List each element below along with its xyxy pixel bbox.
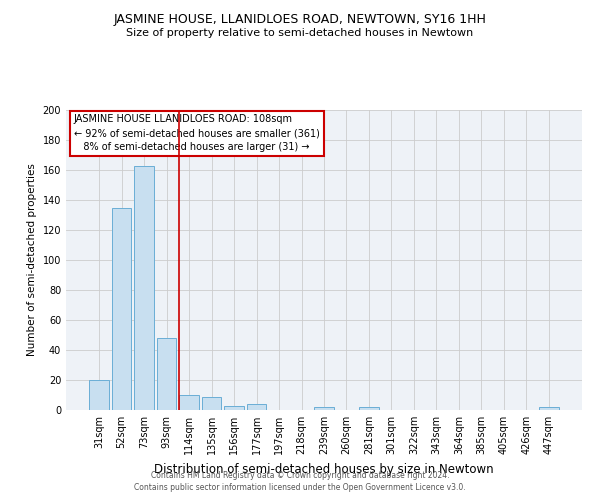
X-axis label: Distribution of semi-detached houses by size in Newtown: Distribution of semi-detached houses by …: [154, 462, 494, 475]
Text: Contains public sector information licensed under the Open Government Licence v3: Contains public sector information licen…: [134, 484, 466, 492]
Bar: [157, 338, 176, 410]
Bar: [179, 395, 199, 410]
Bar: [202, 396, 221, 410]
Bar: [539, 407, 559, 410]
Bar: [112, 208, 131, 410]
Text: Contains HM Land Registry data © Crown copyright and database right 2024.: Contains HM Land Registry data © Crown c…: [151, 471, 449, 480]
Text: JASMINE HOUSE, LLANIDLOES ROAD, NEWTOWN, SY16 1HH: JASMINE HOUSE, LLANIDLOES ROAD, NEWTOWN,…: [113, 12, 487, 26]
Text: JASMINE HOUSE LLANIDLOES ROAD: 108sqm
← 92% of semi-detached houses are smaller : JASMINE HOUSE LLANIDLOES ROAD: 108sqm ← …: [74, 114, 320, 152]
Bar: [89, 380, 109, 410]
Bar: [247, 404, 266, 410]
Y-axis label: Number of semi-detached properties: Number of semi-detached properties: [27, 164, 37, 356]
Bar: [134, 166, 154, 410]
Bar: [359, 407, 379, 410]
Bar: [314, 407, 334, 410]
Bar: [224, 406, 244, 410]
Text: Size of property relative to semi-detached houses in Newtown: Size of property relative to semi-detach…: [127, 28, 473, 38]
